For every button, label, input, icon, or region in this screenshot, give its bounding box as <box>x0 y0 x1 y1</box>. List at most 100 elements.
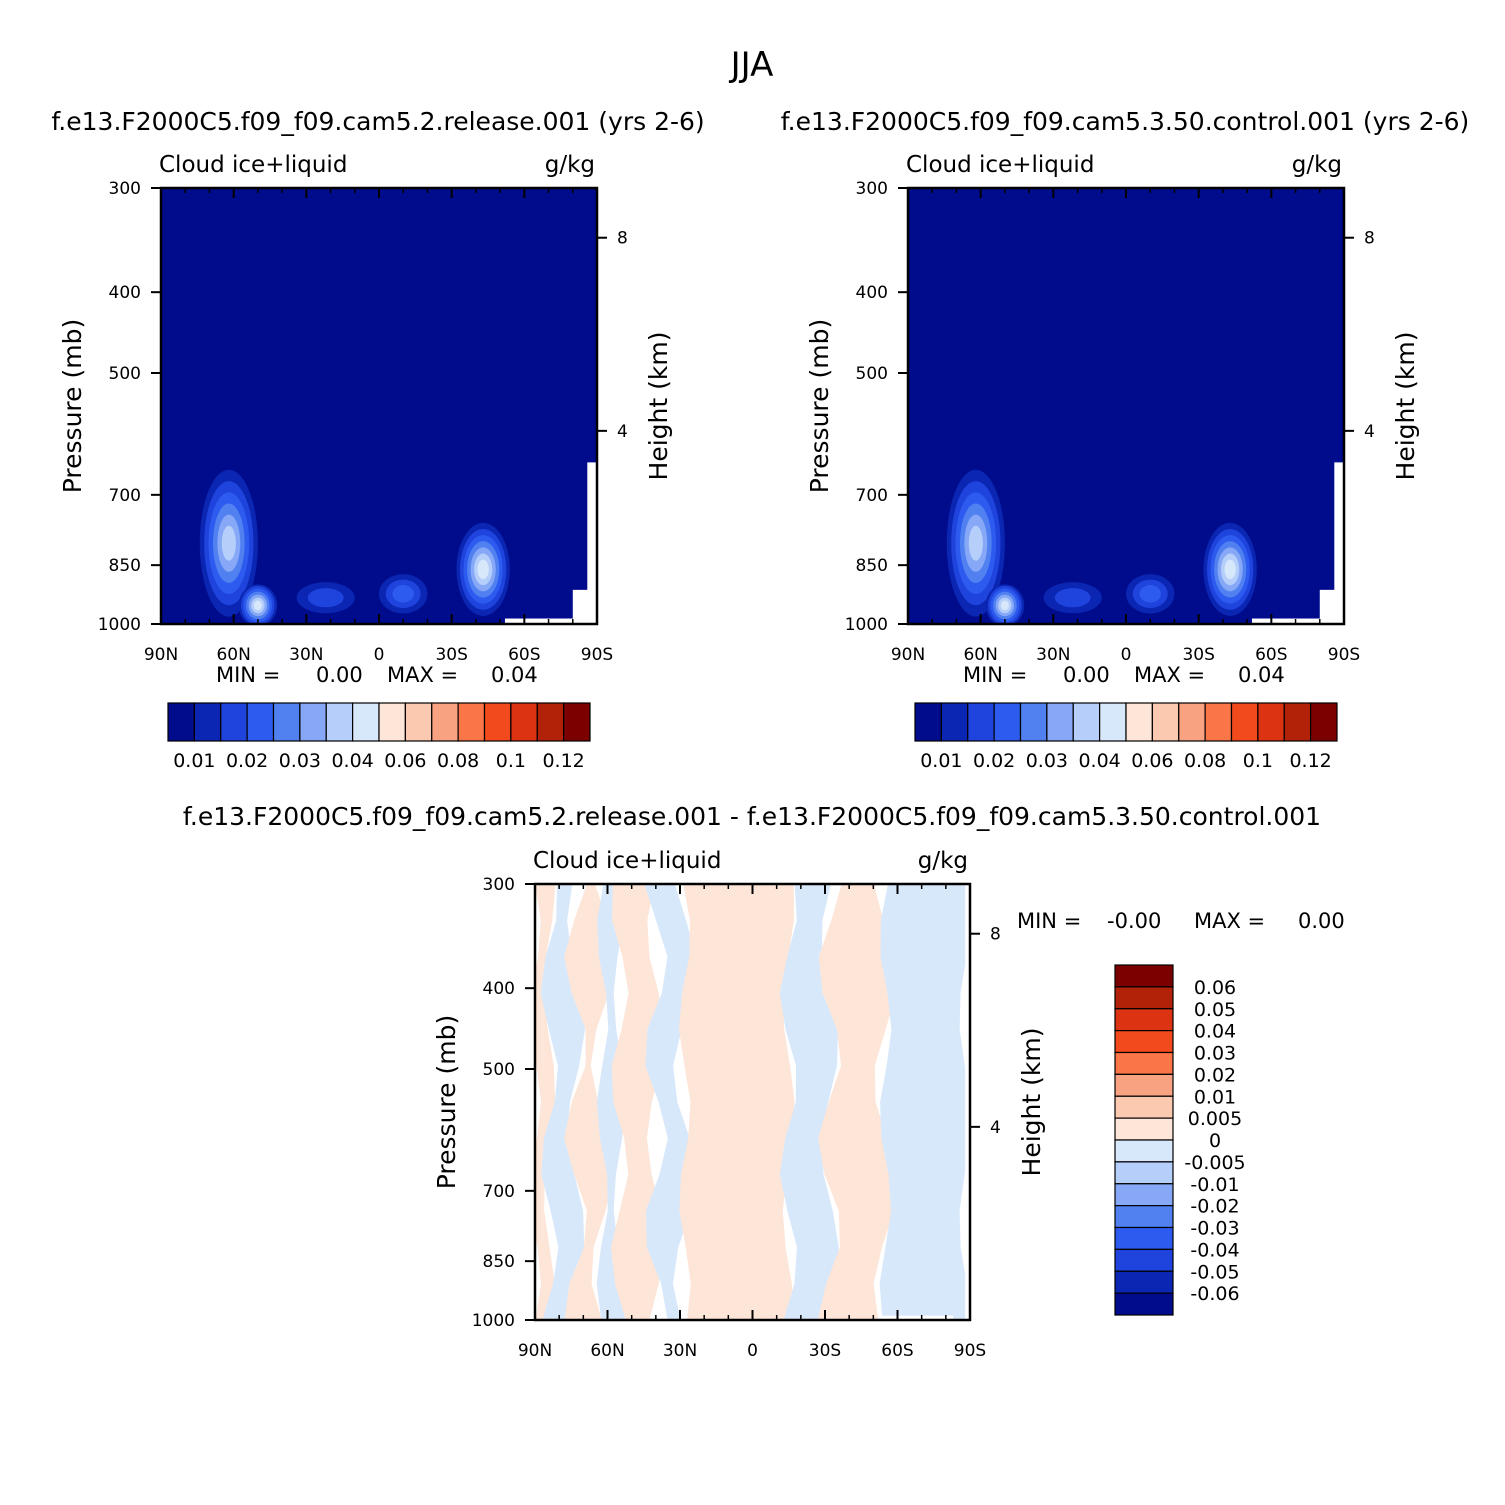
y-tick-label: 500 <box>109 364 141 384</box>
right-panel-title: f.e13.F2000C5.f09_f09.cam5.3.50.control.… <box>781 107 1470 136</box>
contour-blob-4 <box>307 588 344 608</box>
colorbar-swatch <box>1230 702 1259 742</box>
min-label: MIN = <box>963 663 1027 687</box>
colorbar-label: -0.005 <box>1184 1152 1245 1174</box>
x-tick-label: 60S <box>1255 645 1287 665</box>
colorbar-swatch <box>1114 1205 1174 1229</box>
x-tick-label: 30N <box>663 1341 697 1361</box>
x-tick-label: 30S <box>1182 645 1214 665</box>
x-tick-label: 90S <box>581 645 613 665</box>
colorbar-swatch <box>378 702 406 742</box>
diff-band-8 <box>817 884 897 1320</box>
colorbar-swatch <box>431 702 459 742</box>
colorbar-swatch <box>1178 702 1206 742</box>
colorbar-label: 0.01 <box>1194 1086 1236 1108</box>
colorbar-label: 0.02 <box>1194 1064 1236 1086</box>
variable-label: Cloud ice+liquid <box>906 152 1094 178</box>
y-tick-label: 850 <box>856 556 888 576</box>
x-tick-label: 90N <box>891 645 925 665</box>
x-tick-label: 60S <box>881 1341 913 1361</box>
colorbar-label: 0.005 <box>1188 1108 1242 1130</box>
y-tick-label: 400 <box>483 979 515 999</box>
contour-blob-0 <box>968 525 983 561</box>
y2-tick-label: 8 <box>1364 229 1375 249</box>
x-tick-label: 90S <box>954 1341 986 1361</box>
colorbar-label: 0.01 <box>920 750 962 772</box>
colorbar-label: 0 <box>1209 1130 1221 1152</box>
colorbar-swatch <box>1114 1008 1174 1032</box>
colorbar-swatch <box>1114 1051 1174 1075</box>
colorbar-label: 0.03 <box>1026 750 1068 772</box>
x-tick-label: 60N <box>590 1341 624 1361</box>
y-tick-label: 850 <box>109 556 141 576</box>
colorbar-swatch <box>967 702 995 742</box>
missing-region <box>504 618 573 624</box>
y-tick-label: 1000 <box>98 615 141 635</box>
colorbar-swatch <box>167 702 195 742</box>
y2-tick-label: 4 <box>1364 422 1375 442</box>
colorbar-swatch <box>1114 964 1174 988</box>
colorbar-label: 0.04 <box>331 750 373 772</box>
colorbar-swatch <box>246 702 275 742</box>
x-tick-label: 60N <box>216 645 250 665</box>
max-value: 0.04 <box>491 663 538 687</box>
colorbar-swatch <box>1099 702 1127 742</box>
colorbar-swatch <box>483 702 512 742</box>
contour-field <box>535 884 970 1320</box>
x-tick-label: 0 <box>374 645 385 665</box>
colorbar-swatch <box>1283 702 1312 742</box>
contour-blob-1 <box>1000 600 1009 611</box>
contour-blob-0 <box>221 525 236 561</box>
colorbar-swatch <box>914 702 942 742</box>
colorbar-label: 0.02 <box>226 750 268 772</box>
right-plot: 90N 60N 30N 0 30S 60S 90S 300 400 500 700 850 1000 8 4… <box>805 152 1420 772</box>
colorbar-swatch <box>1114 1270 1174 1294</box>
colorbar-label: -0.02 <box>1190 1196 1239 1218</box>
min-label: MIN = <box>1017 909 1081 933</box>
contour-blob-3 <box>1139 585 1161 603</box>
colorbar-label: 0.06 <box>1194 977 1236 999</box>
units-label: g/kg <box>545 152 595 178</box>
max-label: MAX = <box>1134 663 1205 687</box>
colorbar-swatch <box>457 702 486 742</box>
y-tick-label: 850 <box>483 1252 515 1272</box>
max-label: MAX = <box>387 663 458 687</box>
colorbar-swatch <box>1125 702 1153 742</box>
max-value: 0.04 <box>1238 663 1285 687</box>
page-title: JJA <box>729 45 774 85</box>
colorbar-label: 0.08 <box>1184 750 1226 772</box>
colorbar-label: 0.06 <box>1131 750 1173 772</box>
colorbar-label: -0.05 <box>1190 1261 1239 1283</box>
colorbar-swatch <box>1114 1292 1174 1316</box>
left-plot: 90N 60N 30N 0 30S 60S 90S 300 400 500 700 850 1000 8 4… <box>58 152 673 772</box>
colorbar-swatch <box>1114 1117 1174 1141</box>
min-value: 0.00 <box>1063 663 1110 687</box>
x-tick-label: 30S <box>809 1341 841 1361</box>
missing-region <box>1251 618 1320 624</box>
min-label: MIN = <box>216 663 280 687</box>
colorbar-swatch <box>1114 1030 1174 1054</box>
diff-band-3 <box>596 884 626 1320</box>
colorbar-swatch <box>352 702 380 742</box>
x-tick-label: 30S <box>435 645 467 665</box>
colorbar-swatch <box>1046 702 1074 742</box>
y-tick-label: 500 <box>483 1060 515 1080</box>
x-tick-label: 60N <box>963 645 997 665</box>
colorbar-label: 0.04 <box>1194 1021 1236 1043</box>
contour-field <box>908 188 1344 624</box>
colorbar-label: 0.03 <box>279 750 321 772</box>
missing-region <box>965 884 970 1320</box>
difference-plot: 90N 60N 30N 0 30S 60S 90S 300 400 500 700 850 1000 8 4… <box>432 848 1345 1361</box>
x-tick-label: 30N <box>289 645 323 665</box>
colorbar-swatch <box>1310 702 1338 742</box>
y-tick-label: 700 <box>109 486 141 506</box>
y-tick-label: 700 <box>856 486 888 506</box>
contour-field <box>161 188 597 624</box>
colorbar-swatch <box>1114 1139 1174 1163</box>
colorbar-swatch <box>1114 1248 1174 1272</box>
colorbar-swatch <box>1151 702 1180 742</box>
colorbar-label: 0.04 <box>1078 750 1120 772</box>
y-tick-label: 700 <box>483 1182 515 1202</box>
y2-axis-label: Height (km) <box>644 332 673 481</box>
